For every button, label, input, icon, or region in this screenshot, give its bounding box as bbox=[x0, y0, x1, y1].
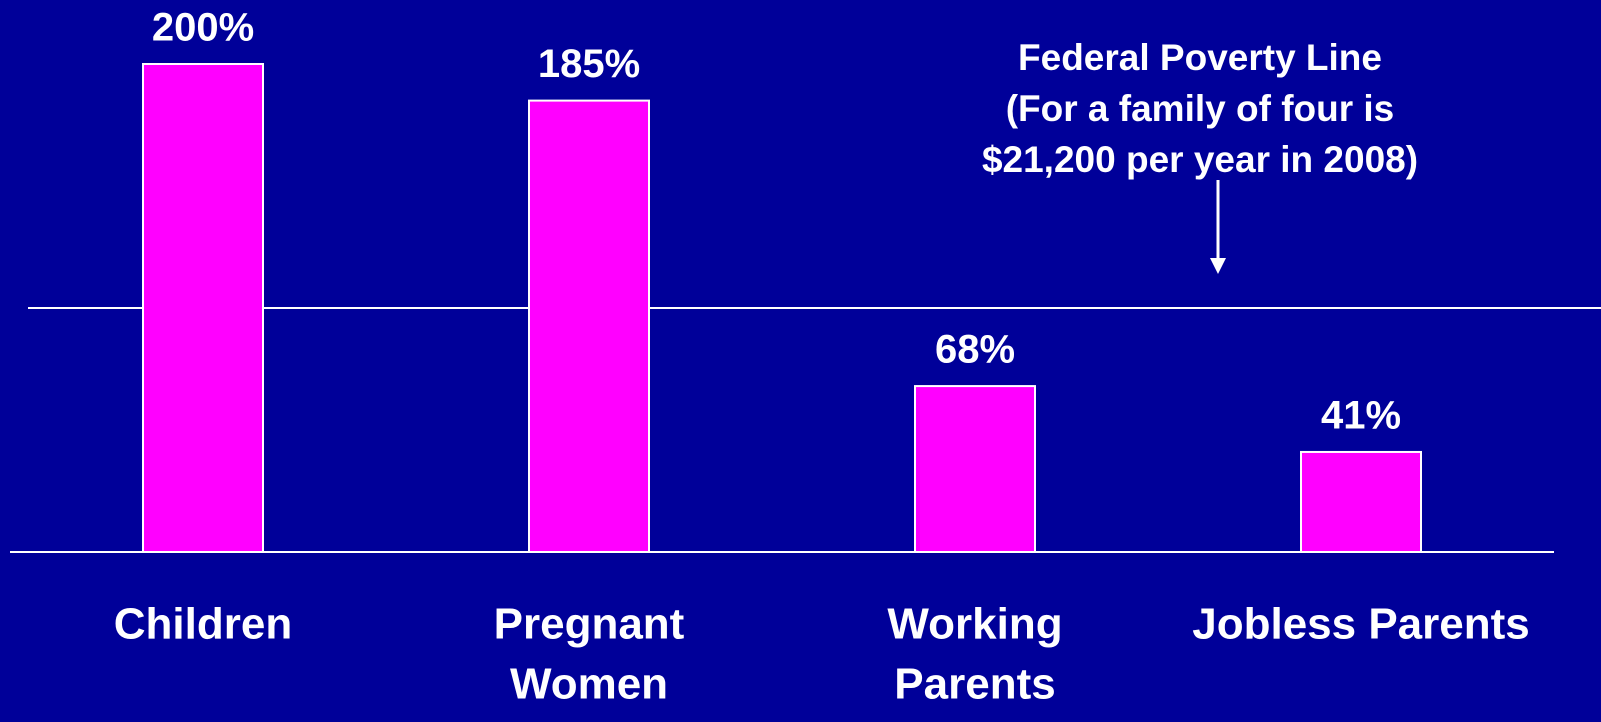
value-label: 200% bbox=[152, 6, 254, 50]
bar bbox=[1300, 450, 1422, 553]
value-label: 41% bbox=[1321, 394, 1401, 438]
annotation-arrowhead bbox=[1210, 258, 1226, 274]
value-label: 185% bbox=[538, 42, 640, 86]
annotation-text: $21,200 per year in 2008) bbox=[982, 139, 1418, 180]
bar bbox=[142, 63, 264, 553]
annotation-text: (For a family of four is bbox=[1006, 88, 1395, 129]
bar bbox=[914, 385, 1036, 553]
bar bbox=[528, 99, 650, 553]
value-label: 68% bbox=[935, 328, 1015, 372]
x-tick-label: Working bbox=[887, 600, 1062, 649]
x-tick-label: Pregnant bbox=[494, 600, 685, 649]
x-tick-label: Children bbox=[114, 600, 292, 649]
x-tick-label: Women bbox=[510, 660, 668, 709]
x-tick-label: Jobless Parents bbox=[1192, 600, 1530, 649]
x-tick-label: Parents bbox=[894, 660, 1055, 709]
annotation-text: Federal Poverty Line bbox=[1018, 37, 1382, 78]
